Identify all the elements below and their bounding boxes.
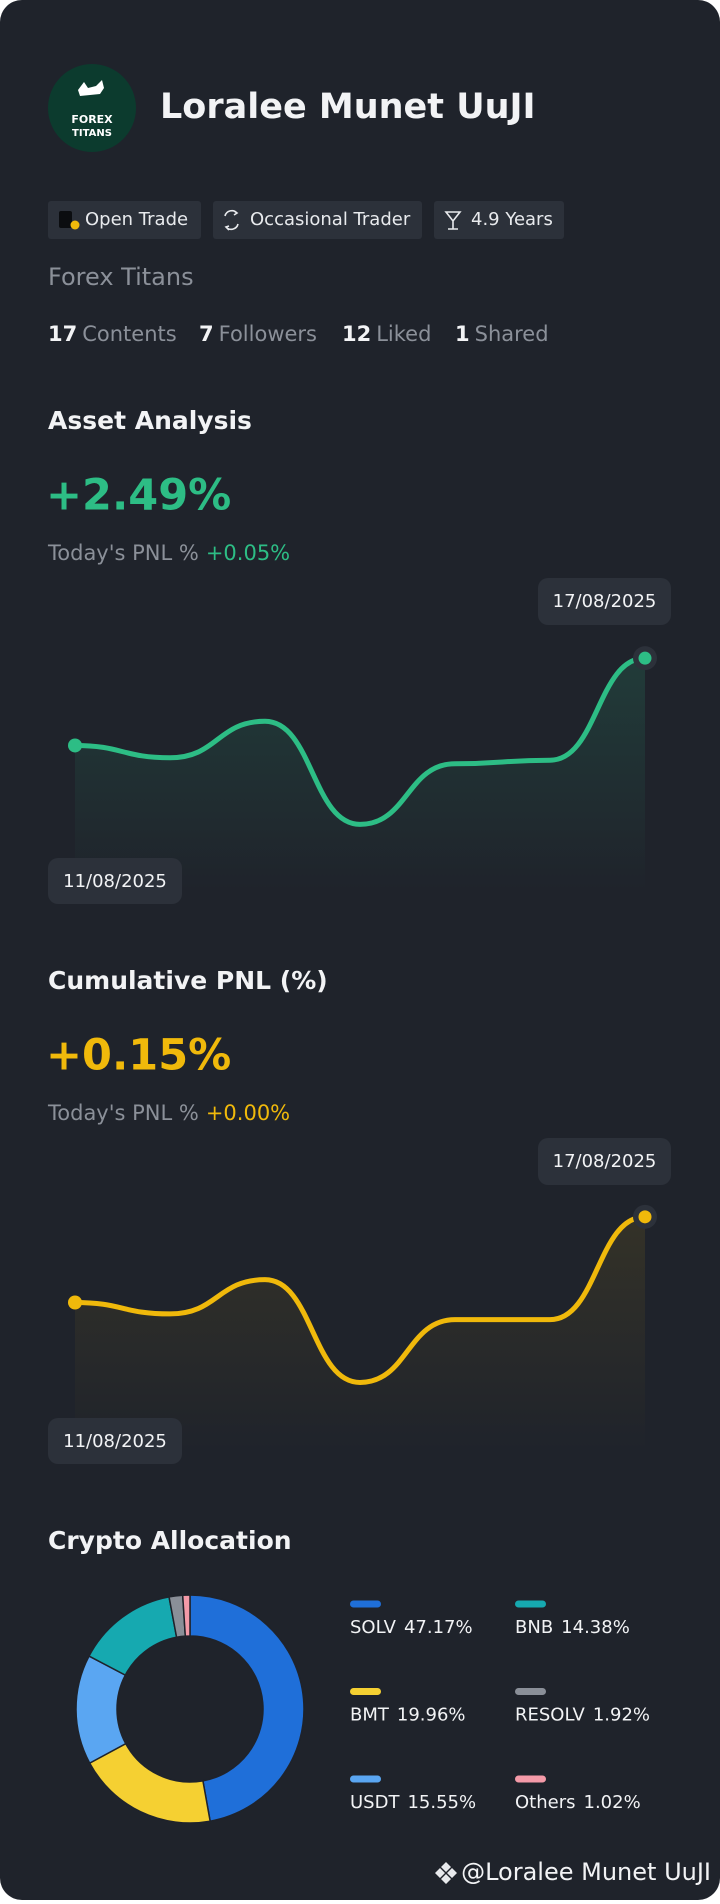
pnl-line: Today's PNL % +0.00% [47,1101,290,1125]
date-label: 17/08/2025 [553,591,657,612]
point [68,1295,82,1310]
date-label: 17/08/2025 [553,1151,657,1172]
date-badge [538,1138,671,1185]
pnl-value: +0.00% [206,1101,290,1125]
legend-swatch [515,1775,546,1783]
tag [48,201,201,239]
profile-name: Loralee Munet UuJI [160,87,536,127]
line [72,655,648,827]
stat: 7 Followers [199,322,317,346]
area [75,658,645,891]
stat-label: Shared [475,322,549,346]
tag-label: Occasional Trader [250,209,411,230]
section-title: Cumulative PNL (%) [48,966,328,995]
legend-name: RESOLV [515,1705,586,1726]
avatar-icon [78,80,104,96]
legend-name: SOLV [350,1617,397,1638]
footer-text: @Loralee Munet UuJI [461,1858,711,1886]
tag-icon [224,209,239,231]
stat-value: 7 [199,322,214,346]
legend-value: 15.55% [407,1792,476,1813]
date-badge [538,578,671,625]
pnl-value: +0.05% [206,541,290,565]
logo-text: TITANS [72,128,112,139]
date-badge [48,858,182,904]
logo-text: FOREX [71,113,113,126]
pnl-label: Today's PNL % [47,1101,199,1125]
date-badge [48,1418,182,1464]
headline-value: +0.15% [46,1031,231,1081]
tag-icon [70,220,80,230]
headline-value: +2.49% [46,471,231,521]
point [638,651,652,665]
point [68,738,82,753]
tag [434,201,564,239]
section-title: Asset Analysis [48,406,252,435]
date-label: 11/08/2025 [63,871,167,892]
legend-value: 1.92% [593,1705,650,1726]
area [75,1216,645,1451]
point [638,1210,652,1224]
line [72,1214,648,1385]
legend-value: 47.17% [404,1617,473,1638]
legend-swatch [350,1775,381,1783]
stat-label: Liked [376,322,431,346]
stat-value: 12 [342,322,371,346]
tag-label: Open Trade [85,209,188,230]
slice [181,1594,191,1637]
legend-name: USDT [350,1792,400,1813]
stat: 1 Shared [455,322,549,346]
stat-label: Contents [82,322,176,346]
legend-value: 19.96% [397,1705,466,1726]
section-title: Crypto Allocation [48,1526,292,1555]
pnl-line: Today's PNL % +0.05% [47,541,290,565]
stat: 12 Liked [342,322,431,346]
stat-label: Followers [219,322,317,346]
tag [213,201,422,239]
stat: 17 Contents [48,322,177,346]
legend-name: Others [515,1792,576,1813]
footer-logo [435,1862,457,1884]
slice [189,1594,305,1823]
date-label: 11/08/2025 [63,1431,167,1452]
legend-swatch [350,1688,381,1695]
pnl-label: Today's PNL % [47,541,199,565]
tag-icon [59,211,72,228]
legend-value: 1.02% [584,1792,641,1813]
avatar [48,64,136,152]
legend-swatch [515,1688,546,1695]
legend-swatch [515,1600,546,1608]
stat-value: 1 [455,322,470,346]
tag-label: 4.9 Years [471,209,553,230]
legend-name: BMT [350,1705,390,1726]
legend-swatch [350,1600,381,1608]
legend-value: 14.38% [561,1617,630,1638]
legend-name: BNB [515,1617,553,1638]
company: Forex Titans [48,263,194,291]
stat-value: 17 [48,322,77,346]
tag-icon [444,211,462,230]
